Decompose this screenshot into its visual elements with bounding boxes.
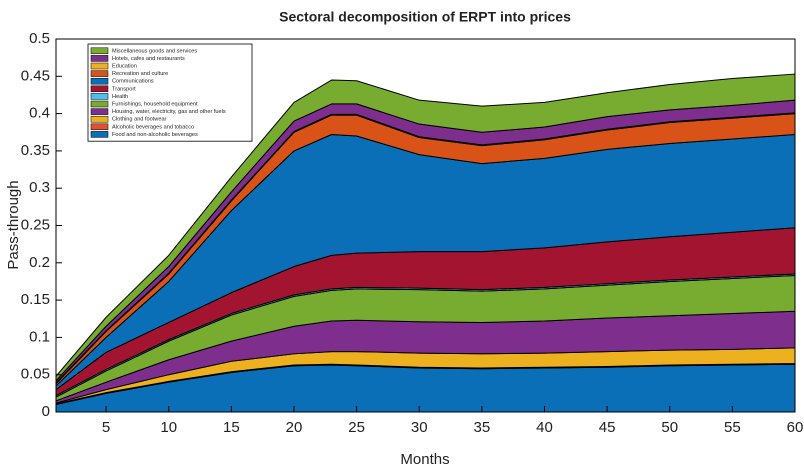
- legend-label: Furnishings, household equipment: [112, 101, 198, 107]
- y-tick-label: 0.4: [29, 105, 50, 122]
- legend-swatch: [90, 77, 109, 85]
- legend-swatch: [90, 108, 109, 115]
- legend-swatch: [90, 55, 109, 62]
- legend-swatch: [90, 47, 109, 55]
- legend-box: [87, 43, 253, 142]
- x-tick-label: 25: [348, 419, 365, 436]
- legend-label: Education: [112, 63, 137, 69]
- y-tick-label: 0.5: [29, 30, 50, 47]
- legend-label: Recreation and culture: [112, 71, 168, 77]
- y-tick-label: 0.35: [21, 142, 50, 159]
- legend-swatch: [90, 93, 109, 100]
- legend-swatch: [90, 123, 109, 131]
- legend-label: Alcoholic beverages and tobacco: [112, 124, 194, 130]
- legend: Miscellaneous goods and services Hotels, …: [87, 43, 253, 142]
- x-tick-label: 45: [599, 419, 616, 436]
- legend-label: Communications: [112, 79, 154, 85]
- chart-title: Sectoral decomposition of ERPT into pric…: [279, 9, 571, 25]
- x-tick-label: 20: [286, 419, 303, 436]
- y-tick-label: 0.3: [29, 179, 50, 196]
- x-tick-label: 15: [223, 419, 240, 436]
- y-tick-label: 0.45: [21, 67, 50, 84]
- legend-label: Health: [112, 94, 128, 100]
- x-tick-label: 60: [787, 419, 804, 436]
- y-tick-label: 0.25: [21, 216, 50, 233]
- legend-swatch: [90, 70, 109, 77]
- y-tick-label: 0.15: [21, 291, 50, 308]
- x-tick-label: 50: [661, 419, 678, 436]
- legend-label: Transport: [112, 86, 136, 92]
- x-axis-label: Months: [400, 451, 449, 468]
- legend-label: Miscellaneous goods and services: [112, 48, 197, 54]
- x-tick-label: 10: [160, 419, 177, 436]
- y-tick-label: 0: [42, 403, 50, 420]
- legend-swatch: [90, 115, 109, 123]
- legend-label: Clothing and footwear: [112, 117, 167, 123]
- x-tick-label: 35: [474, 419, 491, 436]
- legend-label: Hotels, cafes and restaurants: [112, 56, 185, 62]
- y-tick-label: 0.2: [29, 254, 50, 271]
- legend-swatch: [90, 100, 109, 108]
- y-tick-label: 0.1: [29, 328, 50, 345]
- legend-swatch: [90, 62, 109, 70]
- y-tick-label: 0.05: [21, 366, 50, 383]
- legend-label: Food and non-alcoholic beverages: [112, 132, 198, 138]
- y-axis-label: Pass-through: [5, 180, 22, 269]
- legend-label: Housing, water, electricity, gas and oth…: [112, 109, 226, 115]
- x-tick-label: 30: [411, 419, 428, 436]
- legend-swatch: [90, 131, 109, 138]
- x-tick-label: 5: [102, 419, 110, 436]
- x-tick-label: 55: [724, 419, 741, 436]
- legend-swatch: [90, 85, 109, 93]
- x-tick-label: 40: [536, 419, 553, 436]
